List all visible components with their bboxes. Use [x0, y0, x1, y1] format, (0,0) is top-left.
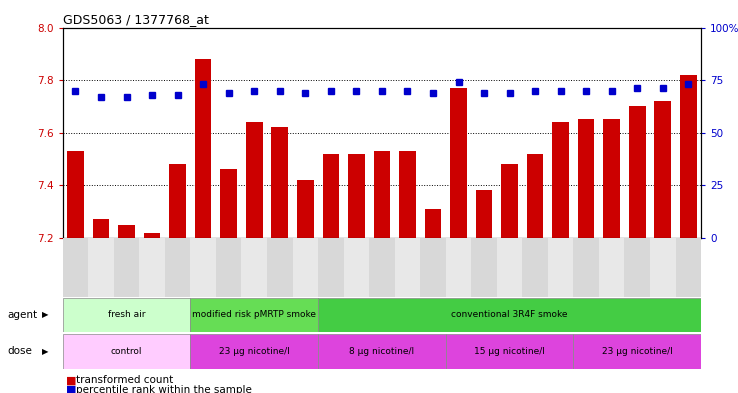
- Bar: [655, 101, 671, 238]
- Bar: [63, 298, 190, 332]
- Bar: [190, 334, 318, 369]
- Bar: [450, 88, 467, 238]
- Bar: [399, 151, 415, 238]
- Bar: [144, 233, 160, 238]
- Bar: [497, 238, 523, 297]
- Text: agent: agent: [7, 310, 38, 320]
- Bar: [424, 209, 441, 238]
- Text: GDS5063 / 1377768_at: GDS5063 / 1377768_at: [63, 13, 209, 26]
- Bar: [395, 238, 420, 297]
- Bar: [114, 238, 139, 297]
- Bar: [604, 119, 620, 238]
- Bar: [63, 238, 89, 297]
- Text: dose: dose: [7, 346, 32, 356]
- Bar: [323, 154, 339, 238]
- Text: transformed count: transformed count: [76, 375, 173, 386]
- Bar: [527, 154, 543, 238]
- Bar: [373, 151, 390, 238]
- Text: modified risk pMRTP smoke: modified risk pMRTP smoke: [192, 310, 317, 319]
- Bar: [89, 238, 114, 297]
- Bar: [169, 164, 186, 238]
- Text: conventional 3R4F smoke: conventional 3R4F smoke: [452, 310, 568, 319]
- Bar: [680, 75, 697, 238]
- Bar: [501, 164, 518, 238]
- Bar: [118, 225, 135, 238]
- Bar: [190, 238, 216, 297]
- Bar: [292, 238, 318, 297]
- Bar: [190, 298, 318, 332]
- Bar: [221, 169, 237, 238]
- Bar: [599, 238, 624, 297]
- Bar: [420, 238, 446, 297]
- Bar: [573, 334, 701, 369]
- Bar: [272, 127, 288, 238]
- Text: 23 μg nicotine/l: 23 μg nicotine/l: [219, 347, 289, 356]
- Bar: [552, 122, 569, 238]
- Text: control: control: [111, 347, 142, 356]
- Bar: [446, 238, 472, 297]
- Bar: [629, 107, 646, 238]
- Text: 8 μg nicotine/l: 8 μg nicotine/l: [349, 347, 415, 356]
- Bar: [344, 238, 369, 297]
- Text: ▶: ▶: [42, 310, 49, 319]
- Text: ■: ■: [66, 385, 77, 393]
- Bar: [93, 219, 109, 238]
- Bar: [369, 238, 395, 297]
- Bar: [476, 191, 492, 238]
- Text: percentile rank within the sample: percentile rank within the sample: [76, 385, 252, 393]
- Bar: [650, 238, 675, 297]
- Text: ▶: ▶: [42, 347, 49, 356]
- Text: ■: ■: [66, 375, 77, 386]
- Bar: [472, 238, 497, 297]
- Bar: [548, 238, 573, 297]
- Bar: [165, 238, 190, 297]
- Bar: [446, 334, 573, 369]
- Bar: [578, 119, 595, 238]
- Bar: [246, 122, 263, 238]
- Text: 15 μg nicotine/l: 15 μg nicotine/l: [474, 347, 545, 356]
- Bar: [624, 238, 650, 297]
- Text: fresh air: fresh air: [108, 310, 145, 319]
- Bar: [139, 238, 165, 297]
- Bar: [216, 238, 241, 297]
- Bar: [195, 59, 212, 238]
- Bar: [573, 238, 599, 297]
- Bar: [67, 151, 84, 238]
- Bar: [63, 334, 190, 369]
- Bar: [318, 238, 344, 297]
- Bar: [675, 238, 701, 297]
- Bar: [523, 238, 548, 297]
- Bar: [348, 154, 365, 238]
- Bar: [241, 238, 267, 297]
- Text: 23 μg nicotine/l: 23 μg nicotine/l: [602, 347, 672, 356]
- Bar: [318, 298, 701, 332]
- Bar: [267, 238, 292, 297]
- Bar: [297, 180, 314, 238]
- Bar: [318, 334, 446, 369]
